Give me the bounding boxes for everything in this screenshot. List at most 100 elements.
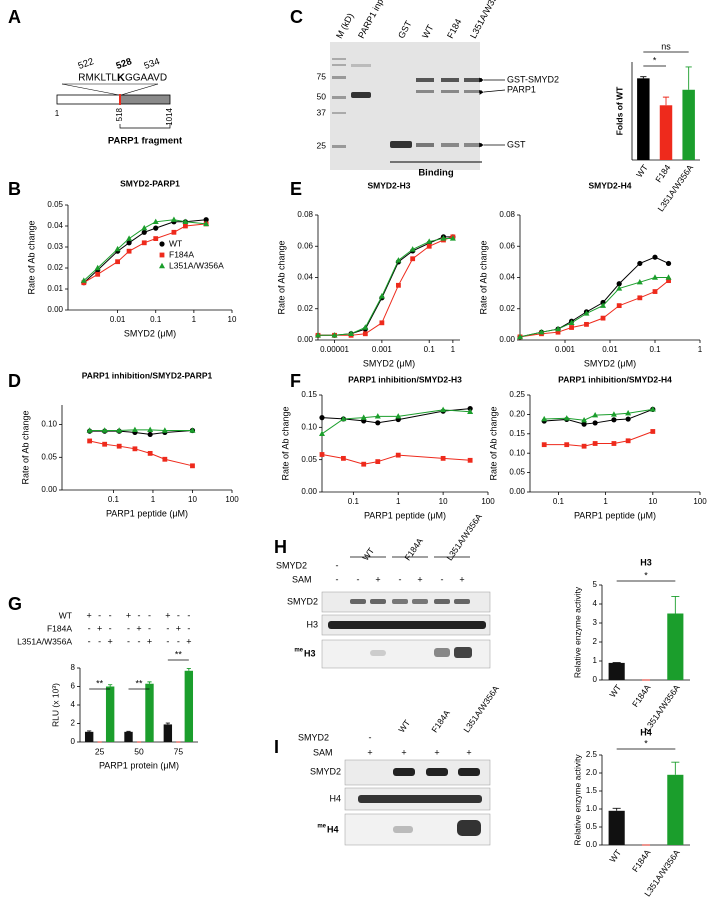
band — [332, 58, 346, 60]
y-axis-label: Rate of Ab change — [280, 406, 290, 480]
y-tick-label: 0.10 — [41, 420, 57, 429]
band — [441, 78, 459, 82]
band — [393, 768, 415, 776]
condition-value: + — [466, 747, 471, 757]
y-tick-label: 6 — [71, 682, 76, 691]
chart-title: H3 — [640, 557, 652, 567]
band-label: GST-SMYD2 — [507, 74, 559, 84]
error-bar — [147, 681, 152, 684]
error-bar — [186, 668, 191, 671]
fragment-bar — [119, 94, 171, 105]
panel-letter: C — [290, 7, 303, 27]
marker-label: 75 — [317, 71, 327, 81]
data-point — [600, 302, 607, 308]
y-axis-label: Folds of WT — [614, 86, 624, 135]
band — [332, 64, 346, 66]
data-point — [592, 420, 598, 426]
condition-value: - — [336, 560, 339, 570]
data-point — [625, 416, 631, 422]
y-tick-label: 0.00 — [509, 487, 525, 496]
condition-sign: - — [88, 623, 91, 633]
panel-letter: E — [290, 179, 302, 199]
bar — [667, 774, 684, 845]
data-point — [132, 446, 138, 452]
data-point — [616, 281, 622, 287]
condition-sign: - — [187, 610, 190, 620]
band — [464, 143, 482, 147]
row-label: H3 — [306, 619, 318, 629]
data-point — [147, 431, 153, 438]
lane-label: WT — [420, 23, 436, 40]
y-tick-label: 0.10 — [509, 448, 525, 457]
data-point — [80, 277, 87, 283]
data-point — [395, 452, 401, 458]
data-point — [440, 235, 447, 241]
band — [358, 795, 482, 803]
arrow — [478, 89, 506, 95]
data-point — [611, 417, 617, 423]
x-axis-label: PARP1 peptide (μM) — [574, 510, 656, 520]
lane-label: GST — [396, 19, 414, 40]
y-tick-label: 1.5 — [586, 786, 598, 795]
data-point — [600, 315, 606, 321]
condition-label: SMYD2 — [298, 732, 329, 742]
chart-title: PARP1 inhibition/SMYD2-PARP1 — [82, 370, 213, 380]
data-point — [86, 427, 93, 433]
data-point — [141, 229, 147, 235]
x-tick-label: 10 — [648, 497, 657, 506]
data-point — [592, 441, 598, 446]
band — [464, 78, 482, 82]
data-point — [410, 256, 416, 262]
x-tick-label: F184A — [630, 847, 653, 874]
condition-sign: - — [127, 636, 130, 646]
y-tick-label: 0.05 — [509, 468, 525, 477]
bar — [124, 731, 133, 742]
data-point — [395, 413, 402, 419]
band — [434, 599, 450, 604]
data-point — [361, 461, 367, 467]
panel-letter: G — [8, 594, 22, 614]
data-point — [581, 417, 588, 423]
data-point — [637, 295, 643, 301]
x-tick-label: 1 — [151, 495, 156, 504]
data-point — [426, 238, 433, 244]
band — [370, 599, 386, 604]
band — [350, 599, 366, 604]
condition-sign: - — [177, 610, 180, 620]
y-tick-label: 0.00 — [47, 305, 63, 314]
data-point — [583, 310, 590, 316]
y-tick-label: 0.05 — [47, 200, 63, 209]
condition-sign: - — [109, 610, 112, 620]
data-point — [203, 217, 209, 223]
data-point — [625, 410, 632, 416]
condition-value: + — [375, 574, 380, 584]
panel-letter: B — [8, 179, 21, 199]
condition-label: L351A/W356A — [17, 636, 72, 646]
y-tick-label: 0.02 — [297, 304, 313, 313]
condition-sign: + — [186, 636, 191, 646]
condition-value: + — [417, 574, 422, 584]
y-tick-label: 0.00 — [301, 487, 317, 496]
condition-label: SMYD2 — [276, 560, 307, 570]
bracket — [119, 124, 171, 129]
x-tick-label: 1 — [192, 315, 197, 324]
y-tick-label: 1.0 — [586, 804, 598, 813]
condition-value: - — [369, 732, 372, 742]
condition-sign: - — [166, 636, 169, 646]
data-point — [584, 321, 589, 327]
band — [390, 141, 412, 148]
y-axis-label: Relative enzyme activity — [572, 754, 582, 846]
data-point — [131, 426, 138, 433]
data-point — [395, 257, 402, 263]
y-tick-label: 0.03 — [47, 242, 63, 251]
data-point — [348, 330, 355, 336]
series-line — [544, 431, 653, 447]
data-point — [610, 411, 617, 417]
data-point — [360, 414, 367, 420]
bar — [105, 686, 115, 742]
condition-sign: - — [98, 636, 101, 646]
significance-label: ** — [135, 678, 143, 688]
protein-bar — [56, 94, 121, 105]
error-bar — [640, 76, 647, 79]
error-bar — [108, 684, 113, 687]
